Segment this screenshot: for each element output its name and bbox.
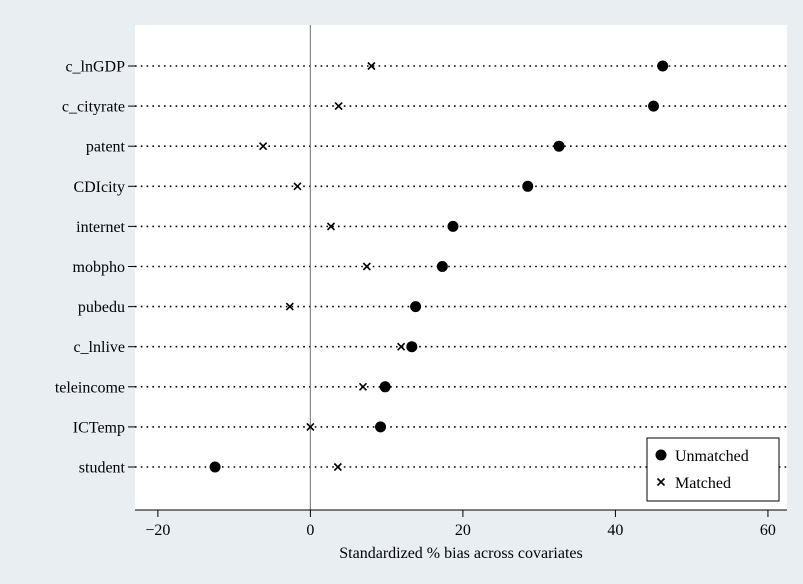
point-matched-pubedu [285, 302, 294, 311]
y-label-internet: internet [76, 219, 125, 236]
legend: Unmatched Matched [646, 437, 780, 502]
point-matched-c_lnlive [397, 342, 406, 351]
point-unmatched-CDIcity [522, 180, 534, 192]
x-axis-label: Standardized % bias across covariates [339, 545, 582, 562]
y-label-mobpho: mobpho [73, 259, 125, 276]
x-tick-label-40: 40 [607, 522, 623, 539]
point-unmatched-teleincome [379, 381, 391, 393]
legend-box [646, 437, 780, 502]
point-unmatched-internet [447, 220, 459, 232]
legend-unmatched-label: Unmatched [675, 448, 749, 465]
y-label-pubedu: pubedu [78, 299, 125, 316]
legend-unmatched-marker [655, 449, 667, 461]
point-matched-teleincome [358, 382, 368, 391]
y-label-teleincome: teleincome [55, 379, 125, 396]
point-matched-CDIcity [293, 182, 302, 191]
point-matched-c_cityrate [334, 102, 343, 111]
y-label-c_lnGDP: c_lnGDP [65, 59, 125, 76]
point-unmatched-c_lnlive [406, 341, 418, 353]
point-unmatched-c_lnGDP [657, 60, 669, 72]
x-tick-label-0: 0 [306, 522, 314, 539]
point-matched-student [333, 462, 342, 472]
legend-matched-label: Matched [675, 475, 731, 492]
point-matched-patent [259, 142, 268, 151]
point-unmatched-pubedu [410, 301, 422, 313]
point-matched-mobpho [362, 262, 371, 271]
y-label-patent: patent [86, 139, 126, 156]
point-matched-ICTemp [306, 422, 315, 431]
point-unmatched-ICTemp [375, 421, 387, 433]
point-matched-internet [326, 222, 336, 231]
y-label-ICTemp: ICTemp [73, 419, 125, 436]
legend-matched-marker [656, 477, 666, 487]
y-label-student: student [79, 460, 126, 477]
y-label-CDIcity: CDIcity [73, 179, 125, 196]
y-label-c_cityrate: c_cityrate [62, 99, 125, 116]
point-unmatched-patent [553, 140, 565, 152]
y-label-c_lnlive: c_lnlive [73, 339, 125, 356]
point-unmatched-c_cityrate [648, 100, 660, 112]
plot-area [135, 25, 787, 510]
point-unmatched-student [209, 461, 221, 473]
point-matched-c_lnGDP [367, 61, 376, 71]
x-tick-label-60: 60 [760, 522, 776, 539]
x-tick-label-20: 20 [455, 522, 471, 539]
x-tick-label--20: −20 [145, 522, 170, 539]
point-unmatched-mobpho [436, 261, 448, 272]
